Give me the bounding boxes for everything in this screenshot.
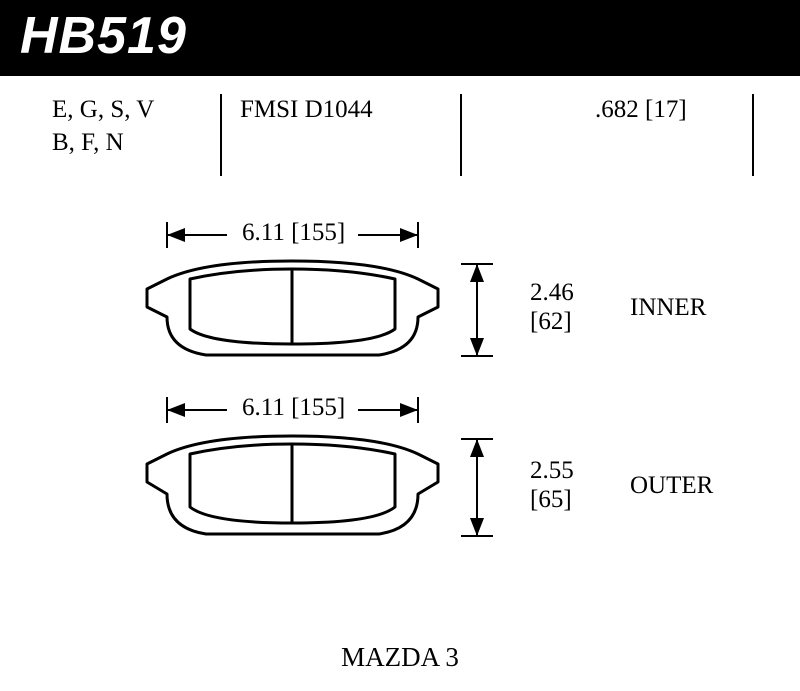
part-number: HB519: [20, 7, 187, 65]
thickness-col: .682 [17]: [595, 94, 687, 127]
diagram-area: 6.11 [155] 2.46 [62] INNER 6.11 [155]: [0, 214, 800, 654]
outer-pad-svg: [145, 434, 440, 544]
outer-side-label: OUTER: [630, 472, 713, 500]
outer-width-label: 6.11 [155]: [242, 394, 345, 422]
spec-row: E, G, S, V B, F, N FMSI D1044 .682 [17]: [0, 94, 800, 204]
fmsi-value: FMSI D1044: [240, 96, 373, 123]
outer-height-mm: [65]: [530, 486, 574, 515]
compounds-line1: E, G, S, V: [52, 94, 154, 127]
divider-3: [752, 94, 754, 176]
divider-1: [220, 94, 222, 176]
thickness-value: .682 [17]: [595, 96, 687, 123]
inner-height-mm: [62]: [530, 308, 574, 337]
compounds-line2: B, F, N: [52, 127, 154, 160]
inner-pad-svg: [145, 259, 440, 364]
inner-height-in: 2.46: [530, 279, 574, 308]
inner-height-label: 2.46 [62]: [530, 279, 574, 337]
inner-height-dim: [455, 259, 505, 364]
inner-width-label: 6.11 [155]: [242, 219, 345, 247]
outer-height-label: 2.55 [65]: [530, 457, 574, 515]
compounds-col: E, G, S, V B, F, N: [52, 94, 154, 159]
vehicle-label: MAZDA 3: [0, 642, 800, 673]
outer-height-in: 2.55: [530, 457, 574, 486]
outer-height-dim: [455, 434, 505, 544]
divider-2: [460, 94, 462, 176]
inner-side-label: INNER: [630, 294, 706, 322]
header-bar: HB519: [0, 0, 800, 76]
fmsi-col: FMSI D1044: [240, 94, 373, 127]
